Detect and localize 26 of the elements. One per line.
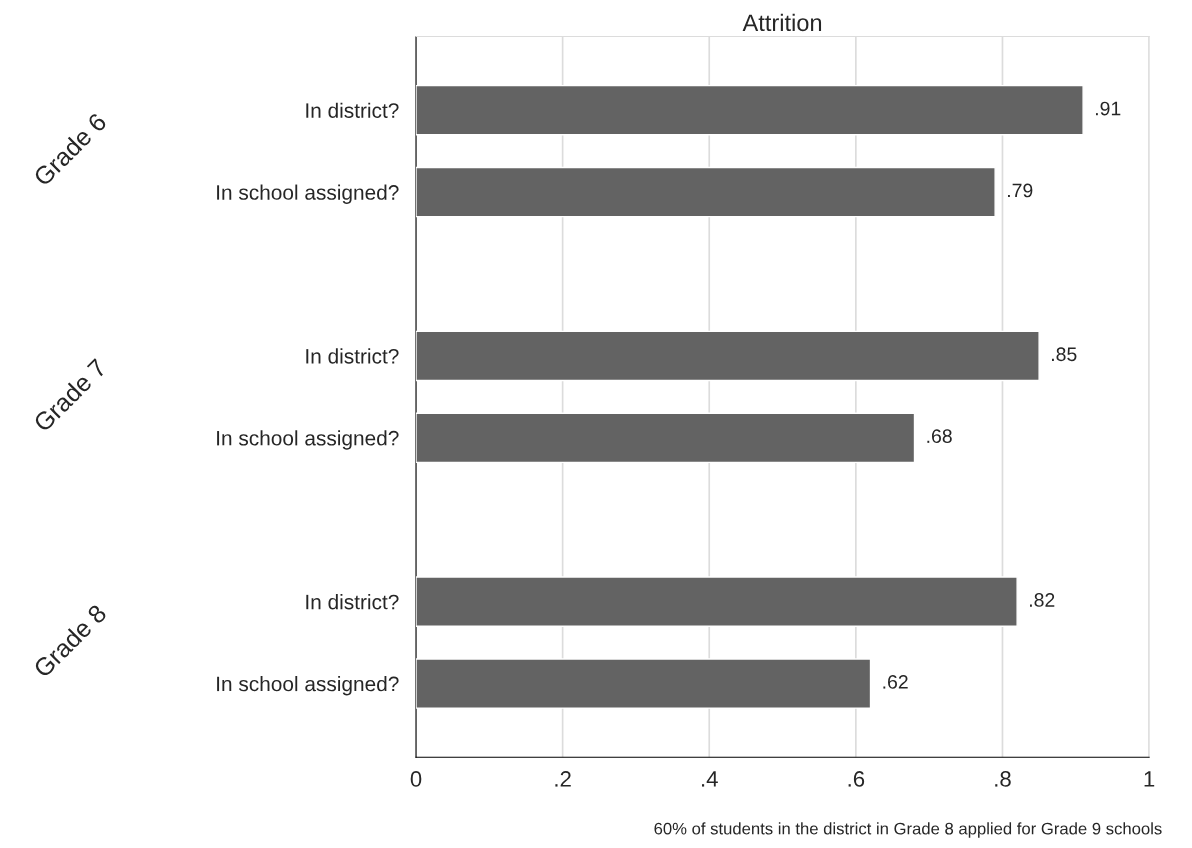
data-label: .79 [1008, 183, 1033, 198]
x-tick-label: .8 [995, 771, 1011, 787]
bar [416, 84, 1084, 136]
data-label: .62 [883, 675, 908, 689]
data-label: .85 [1052, 347, 1077, 362]
bar [416, 166, 996, 218]
chart-title: Attrition [742, 13, 822, 32]
x-tick-label: 0 [410, 771, 422, 787]
data-label: .82 [1030, 593, 1055, 607]
y-tick-label: In school assigned? [217, 184, 399, 204]
y-tick-label: In district? [306, 348, 399, 364]
y-tick-label: In school assigned? [217, 676, 399, 696]
bar [416, 412, 916, 464]
bar [416, 658, 872, 709]
text: 60% of students in the district in Grade 8 applied for Grade 9 schools [654, 822, 1162, 838]
x-tick-label: 1 [1144, 771, 1155, 787]
bar [416, 576, 1018, 627]
x-tick-label: .2 [555, 771, 571, 787]
y-tick-label: In district? [306, 594, 399, 610]
x-tick-label: .4 [702, 771, 718, 787]
y-tick-label: In district? [306, 102, 399, 118]
y-tick-label: In school assigned? [217, 430, 399, 450]
bar [416, 330, 1040, 382]
x-tick-label: .6 [848, 771, 865, 787]
data-label: .68 [927, 429, 952, 444]
data-label: .91 [1096, 101, 1121, 116]
